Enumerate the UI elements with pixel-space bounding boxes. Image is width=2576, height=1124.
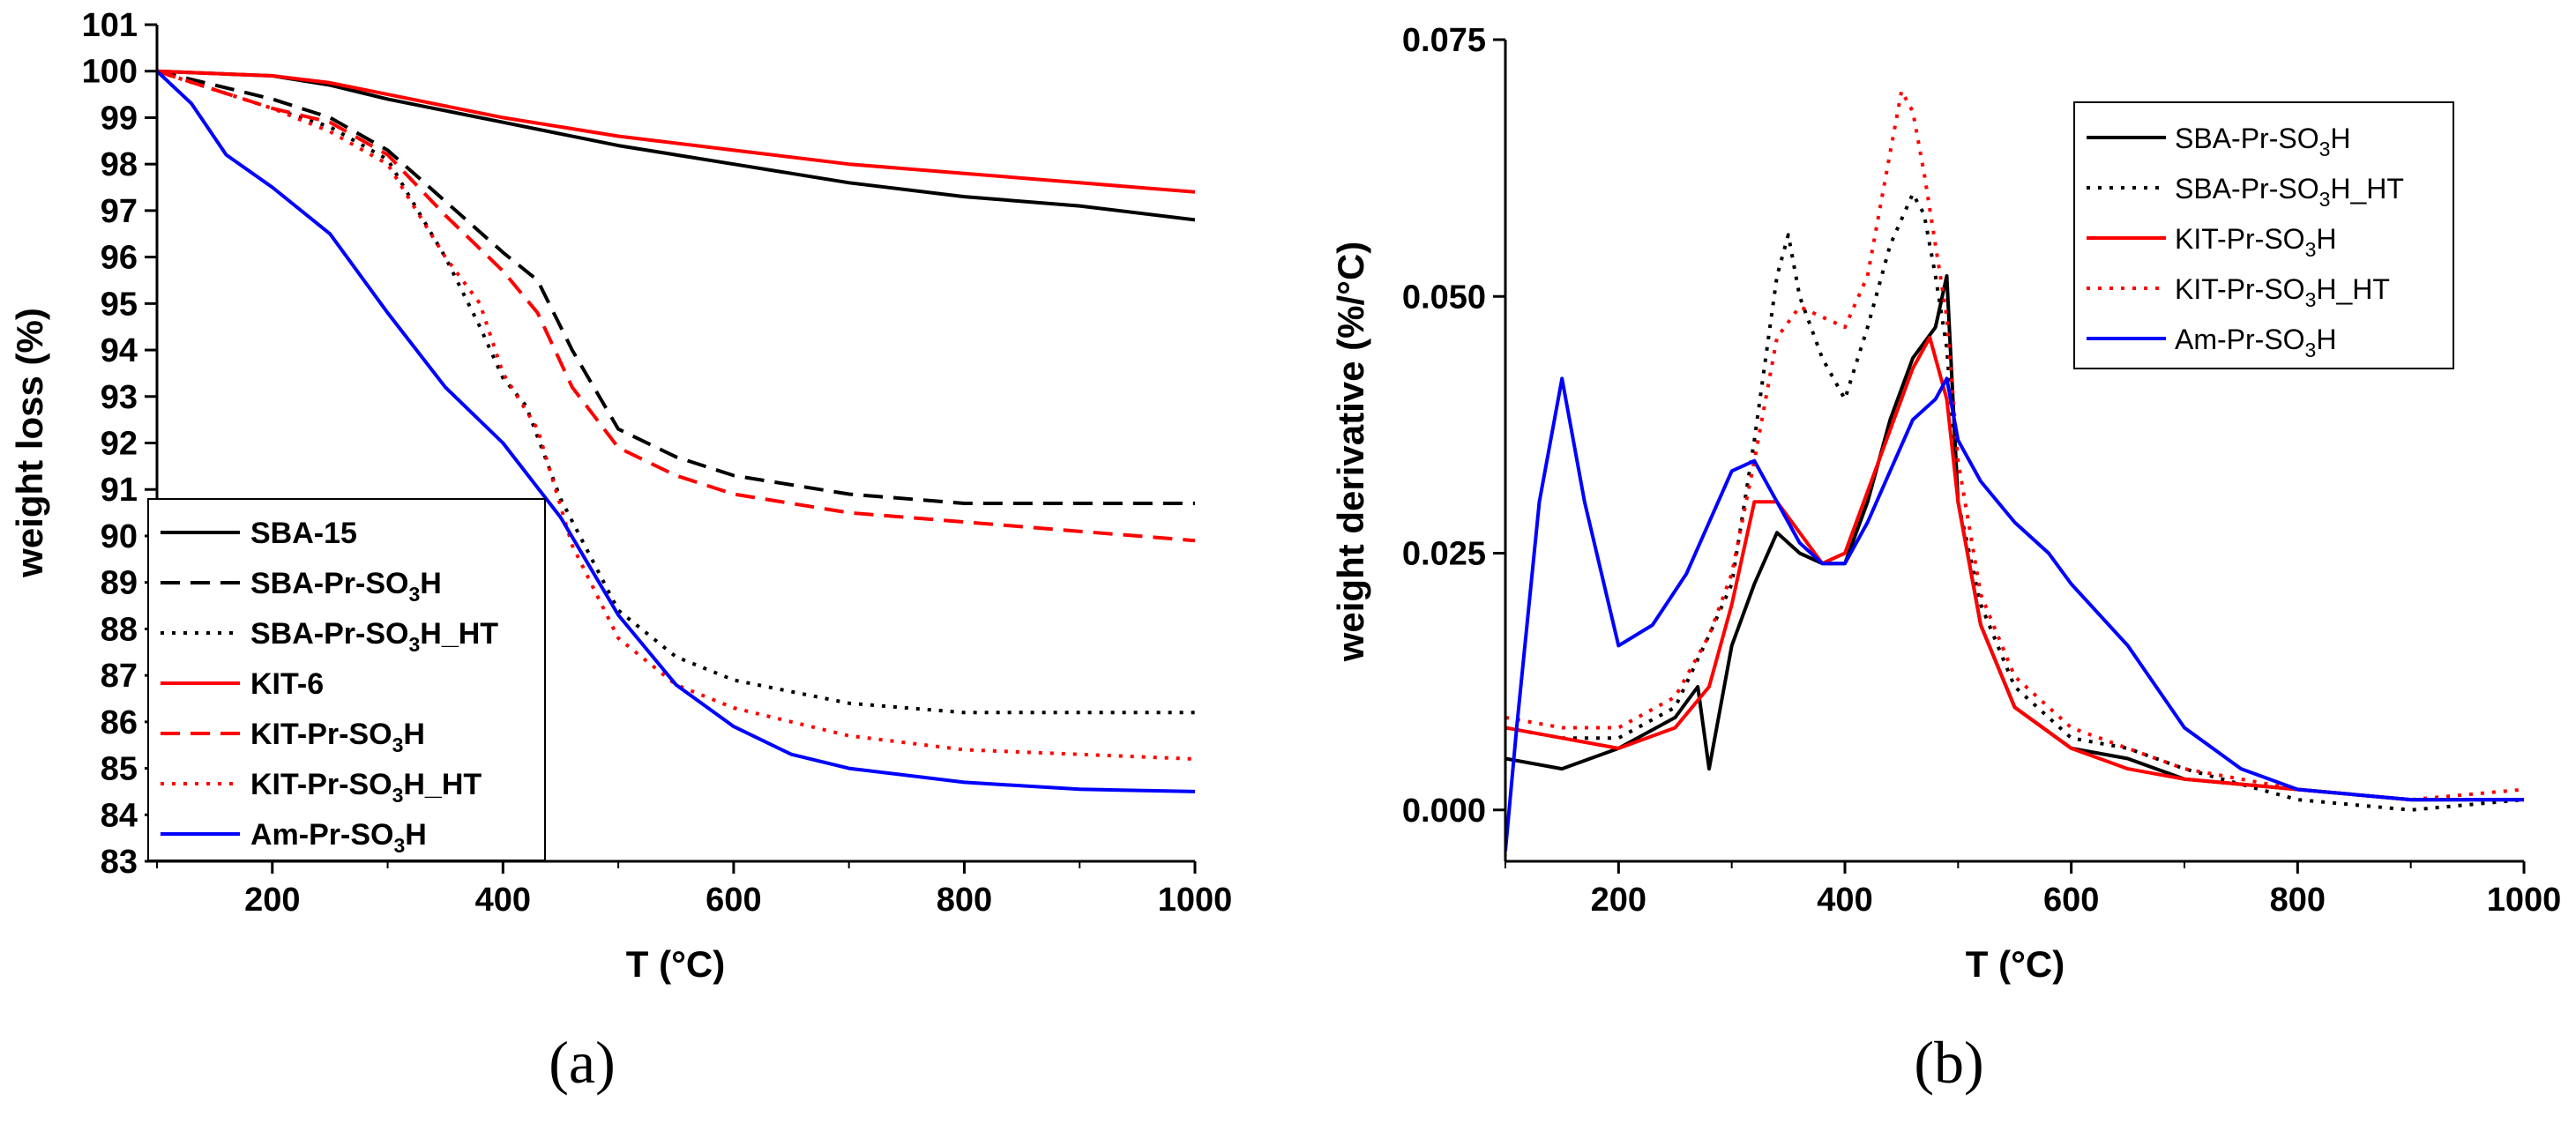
panel-b-y-axis-title: weight derivative (%/°C): [1330, 242, 1371, 663]
panel-a-weight-loss-chart: 200 400 600 800 1000 83 84 85 86 87 88 89 90 91 92 93 94…: [9, 7, 1232, 1096]
panel-a-legend-label: KIT-6: [250, 667, 324, 701]
panel-a-y-tick-label: 85: [101, 751, 138, 788]
panel-a-y-tick-label: 96: [101, 240, 138, 277]
panel-b-y-tick-label: 0.000: [1402, 793, 1486, 830]
panel-a-y-tick-label: 83: [101, 844, 138, 881]
panel-a-y-tick-label: 90: [101, 518, 138, 555]
panel-a-x-tick-label: 800: [937, 882, 992, 919]
panel-a-series-line-am-pr-so3h: [157, 70, 1195, 793]
panel-a-y-axis-title: weight loss (%): [9, 308, 50, 578]
panel-b-x-axis-title: T (°C): [1966, 943, 2065, 985]
panel-a-series-line-kit-pr-so3h: [157, 69, 1195, 543]
panel-b-legend-box: [2073, 101, 2454, 369]
panel-b-legend-label: KIT-Pr-SO3H_HT: [2175, 273, 2390, 311]
panel-b-series-line-sba-pr-so3h-ht: [1505, 191, 2524, 812]
panel-a-y-tick-label: 88: [101, 611, 138, 648]
panel-a-y-tick-label: 101: [82, 7, 138, 44]
panel-a-y-tick-label: 84: [101, 797, 138, 834]
panel-a-legend-label: KIT-Pr-SO3H: [250, 718, 425, 756]
panel-b-x-tick-label: 600: [2043, 882, 2099, 919]
panel-a-legend-box: [147, 498, 546, 861]
panel-a-x-axis-title: T (°C): [626, 943, 725, 985]
panel-a-series-line-kit-pr-so3h-ht: [157, 69, 1195, 761]
panel-a-axes: 200 400 600 800 1000 83 84 85 86 87 88 89 90 91 92 93 94…: [82, 7, 1233, 919]
panel-b-x-tick-label: 200: [1591, 882, 1646, 919]
panel-a-x-tick-label: 1000: [1158, 882, 1233, 919]
panel-a-y-tick-label: 100: [82, 54, 138, 91]
panel-a-legend-label: Am-Pr-SO3H: [250, 818, 427, 857]
panel-a-legend-label: SBA-15: [250, 517, 357, 550]
panel-a-y-tick-label: 95: [101, 286, 138, 323]
panel-a-legend-label: SBA-Pr-SO3H: [250, 567, 442, 606]
panel-a-series-line-kit-6: [157, 69, 1195, 194]
panel-a-label: (a): [549, 1029, 615, 1096]
panel-a-series-line-sba-pr-so3h: [157, 69, 1195, 505]
panel-b-legend-label: KIT-Pr-SO3H: [2175, 223, 2336, 261]
panel-a-x-tick-label: 200: [244, 882, 300, 919]
panel-a-y-tick-label: 94: [101, 332, 138, 369]
panel-a-y-tick-label: 97: [101, 193, 138, 230]
panel-b-label: (b): [1914, 1029, 1983, 1096]
panel-a-series-group: [157, 69, 1195, 793]
panel-a-legend-label: SBA-Pr-SO3H_HT: [250, 617, 498, 656]
panel-b-legend-label: Am-Pr-SO3H: [2175, 324, 2336, 361]
panel-a-y-tick-label: 89: [101, 565, 138, 602]
panel-b-legend: SBA-Pr-SO3H SBA-Pr-SO3H_HT KIT-Pr-SO3H KIT-…: [2073, 101, 2454, 369]
panel-b-axes: 200 400 600 800 1000 0.000 0.025 0.050 0.075: [1402, 22, 2561, 919]
panel-b-y-tick-label: 0.075: [1402, 22, 1486, 59]
panel-a-y-tick-label: 99: [101, 100, 138, 137]
panel-b-legend-label: SBA-Pr-SO3H_HT: [2175, 173, 2404, 211]
panel-b-x-tick-label: 400: [1817, 882, 1872, 919]
panel-a-x-tick-label: 400: [475, 882, 531, 919]
panel-a-legend: SBA-15 SBA-Pr-SO3H SBA-Pr-SO3H_HT KIT-6 KIT-…: [147, 498, 546, 861]
panel-a-y-tick-label: 86: [101, 704, 138, 741]
panel-a-y-tick-label: 98: [101, 146, 138, 183]
panel-a-legend-label: KIT-Pr-SO3H_HT: [250, 768, 482, 807]
panel-b-series-line-am-pr-so3h: [1505, 376, 2524, 852]
panel-b-series-line-kit-pr-so3h: [1505, 335, 2524, 802]
panel-a-y-tick-label: 87: [101, 658, 138, 695]
panel-a-series-line-sba-15: [157, 69, 1195, 222]
panel-a-y-tick-label: 91: [101, 472, 138, 509]
panel-b-legend-label: SBA-Pr-SO3H: [2175, 123, 2350, 160]
panel-b-x-tick-label: 1000: [2487, 882, 2562, 919]
panel-b-series-group: [1505, 89, 2524, 852]
panel-b-x-tick-label: 800: [2270, 882, 2326, 919]
panel-a-x-tick-label: 600: [706, 882, 761, 919]
panel-a-y-tick-label: 92: [101, 426, 138, 463]
panel-b-weight-derivative-chart: 200 400 600 800 1000 0.000 0.025 0.050 0.075 T (…: [1330, 22, 2561, 1096]
panel-b-y-tick-label: 0.025: [1402, 536, 1486, 573]
panel-a-series-line-sba-pr-so3h-ht: [157, 69, 1195, 715]
panel-b-y-tick-label: 0.050: [1402, 279, 1486, 316]
panel-a-y-tick-label: 93: [101, 379, 138, 416]
